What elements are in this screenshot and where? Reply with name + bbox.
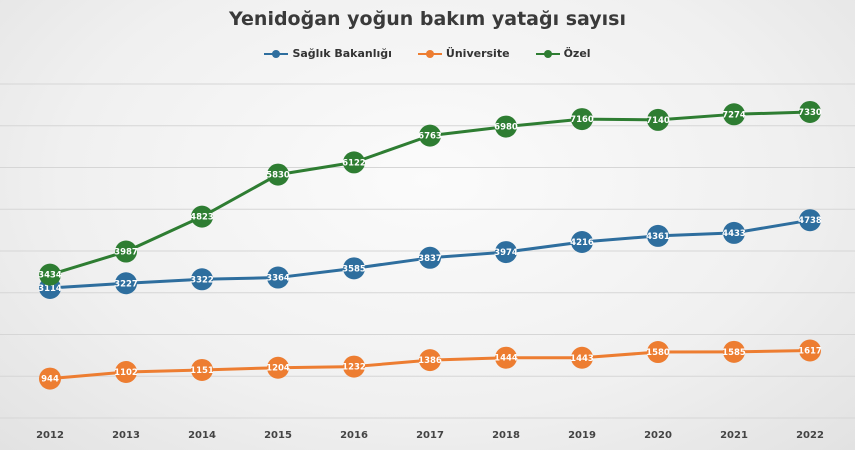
data-label: 4216 [570,238,594,248]
data-label: 6980 [494,123,518,133]
data-label: 1617 [798,346,822,356]
data-label: 7330 [798,108,822,118]
data-label: 1580 [646,348,670,358]
data-label: 3434 [38,271,62,281]
data-label: 3987 [114,248,138,258]
data-label: 3974 [494,248,518,258]
legend-swatch-saglik [264,49,289,59]
data-label: 944 [41,375,59,385]
legend-item-saglik[interactable]: Sağlık Bakanlığı [264,47,392,60]
data-point [495,346,517,369]
data-label: 3114 [38,284,62,294]
data-label: 4823 [190,213,214,223]
data-point [39,263,61,286]
x-tick-label: 2019 [568,430,596,441]
data-label: 4738 [798,216,822,226]
legend-label-ozel: Özel [563,47,591,60]
data-point [799,100,821,123]
x-tick-label: 2022 [796,430,824,441]
data-point [267,266,289,289]
data-label: 7140 [646,116,670,126]
data-label: 3227 [114,279,138,289]
data-label: 1102 [114,368,138,378]
data-point [723,340,745,363]
data-point [647,108,669,131]
data-point [343,151,365,174]
data-point [267,163,289,186]
data-label: 1585 [722,348,746,358]
data-label: 1444 [494,354,518,364]
legend-item-ozel[interactable]: Özel [535,47,591,60]
data-point [191,358,213,381]
data-point [115,240,137,263]
legend: Sağlık Bakanlığı Üniversite Özel [0,47,855,60]
data-point [495,241,517,264]
data-point [799,339,821,362]
legend-item-universite[interactable]: Üniversite [417,47,510,60]
legend-label-saglik: Sağlık Bakanlığı [292,47,392,60]
data-label: 7160 [570,115,594,125]
data-point [115,360,137,383]
data-point [419,124,441,147]
data-label: 1443 [570,354,594,364]
data-point [647,341,669,364]
x-tick-label: 2014 [188,430,216,441]
x-tick-label: 2017 [416,430,444,441]
data-label: 3364 [266,274,290,284]
data-point [191,268,213,291]
data-point [799,209,821,232]
x-tick-label: 2016 [340,430,368,441]
data-point [571,230,593,253]
data-point [571,108,593,131]
data-point [723,103,745,126]
x-tick-label: 2021 [720,430,748,441]
x-tick-label: 2018 [492,430,520,441]
data-point [419,349,441,372]
data-label: 6122 [342,158,366,168]
data-label: 4361 [646,232,670,242]
data-point [419,246,441,269]
data-point [571,346,593,369]
data-label: 3322 [190,275,214,285]
data-point [723,221,745,244]
data-point [647,224,669,247]
data-point [115,272,137,295]
data-label: 3837 [418,254,442,264]
data-label: 3585 [342,264,366,274]
x-tick-label: 2013 [112,430,140,441]
data-point [191,205,213,228]
data-point [343,355,365,378]
legend-swatch-universite [417,49,442,59]
data-label: 7274 [722,110,746,120]
data-label: 1151 [190,366,214,376]
data-label: 5830 [266,171,290,181]
chart-title: Yenidoğan yoğun bakım yatağı sayısı [229,8,626,30]
data-label: 6763 [418,132,442,142]
legend-swatch-ozel [535,49,560,59]
data-point [267,356,289,379]
x-tick-label: 2015 [264,430,292,441]
data-label: 1232 [342,363,366,373]
x-tick-label: 2012 [36,430,64,441]
data-point [343,257,365,280]
legend-label-universite: Üniversite [445,47,510,60]
x-tick-label: 2020 [644,430,672,441]
data-label: 1204 [266,364,290,374]
data-label: 4433 [722,229,746,239]
data-point [495,115,517,138]
data-point [39,367,61,390]
data-label: 1386 [418,356,442,366]
